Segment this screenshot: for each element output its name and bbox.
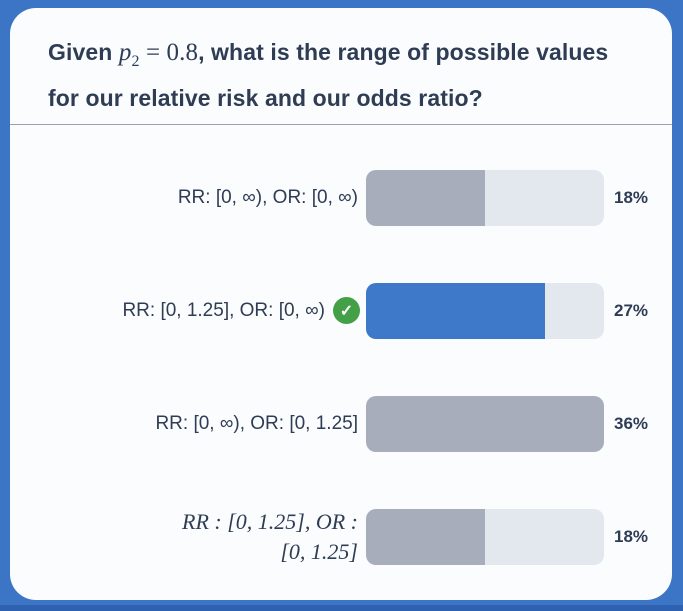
correct-checkmark-icon: ✓ (333, 297, 360, 324)
option-3-bar-fill (366, 395, 604, 452)
question-math-expression: p2 = 0.8 (118, 39, 199, 70)
option-1-bar-fill (366, 169, 485, 226)
poll-option-row-4: RR : [0, 1.25], OR : [0, 1.25] 18% (10, 480, 672, 593)
option-1-label: RR: [0, ∞), OR: [0, ∞) (177, 186, 358, 208)
option-1-percent: 18% (614, 187, 649, 207)
option-2-bar-fill (366, 282, 545, 339)
question-text-suffix: , what is the range of possible values f… (48, 39, 609, 111)
option-1-bar-track (366, 169, 604, 226)
option-4-label: RR : [0, 1.25], OR : [0, 1.25] (28, 507, 366, 566)
poll-option-row-3: RR: [0, ∞), OR: [0, 1.25] 36% (10, 367, 672, 480)
question-text-prefix: Given (48, 39, 119, 65)
question-divider (10, 124, 672, 125)
bottom-accent-strip (0, 605, 683, 611)
option-3-percent: 36% (614, 413, 649, 433)
option-2-percent: 27% (614, 300, 649, 320)
option-3-bar-track (366, 395, 604, 452)
option-4-label-line-2: [0, 1.25] (280, 538, 358, 564)
option-2-label: RR: [0, 1.25], OR: [0, ∞) (122, 299, 325, 321)
question-title: Given p2 = 0.8, what is the range of pos… (10, 8, 672, 124)
poll-results-card: Given p2 = 0.8, what is the range of pos… (10, 8, 672, 600)
option-4-percent: 18% (614, 526, 649, 546)
option-4-bar-fill (366, 508, 485, 565)
option-4-bar-track (366, 508, 604, 565)
option-4-label-line-1: RR : [0, 1.25], OR : (182, 508, 358, 534)
option-2-bar-track (366, 282, 604, 339)
poll-option-row-2: RR: [0, 1.25], OR: [0, ∞) ✓ 27% (10, 254, 672, 367)
poll-option-row-1: RR: [0, ∞), OR: [0, ∞) 18% (10, 141, 672, 254)
poll-options-list: RR: [0, ∞), OR: [0, ∞) 18% RR: [0, 1.25]… (10, 141, 672, 593)
option-3-label: RR: [0, ∞), OR: [0, 1.25] (155, 412, 358, 434)
